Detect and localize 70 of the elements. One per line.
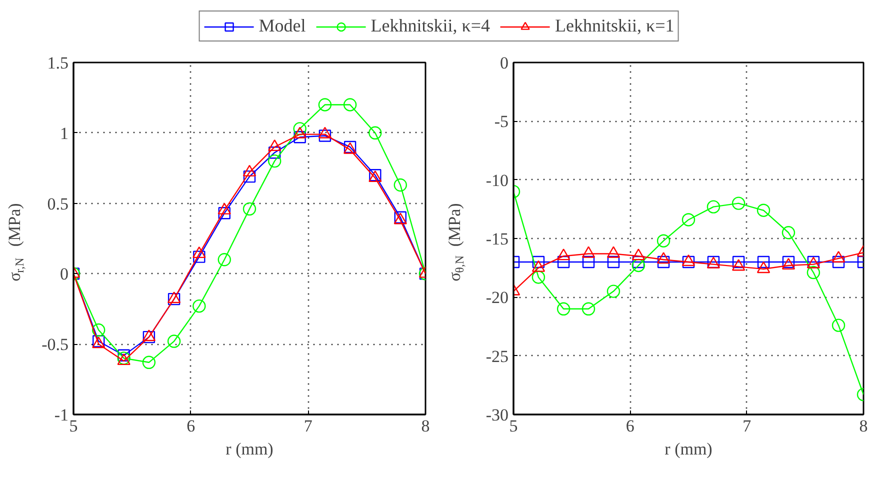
point (732, 196, 746, 210)
y-tick-label: -1 (54, 406, 69, 424)
x-tick-label: 7 (304, 416, 313, 436)
point (92, 323, 106, 337)
y-tick-label: -10 (486, 170, 509, 190)
point (218, 253, 231, 266)
point (318, 98, 332, 112)
point (582, 302, 596, 316)
y-tick-label: -0.5 (42, 335, 69, 354)
x-axis-title: r (mm) (226, 440, 274, 458)
x-tick-label: 8 (421, 416, 430, 436)
y-axis-title: σθ,N (MPa) (445, 203, 466, 282)
point (343, 98, 357, 112)
point (167, 334, 181, 348)
point (582, 256, 595, 268)
point (243, 170, 256, 183)
legend-label: Lekhnitskii, κ=1 (555, 16, 674, 36)
point (606, 284, 620, 298)
point (756, 204, 770, 217)
point (806, 266, 820, 280)
y-tick-label: -15 (486, 230, 509, 248)
point (657, 256, 670, 268)
x-tick-label: 7 (742, 416, 752, 436)
point (142, 356, 156, 369)
point (293, 122, 306, 136)
x-tick-label: 5 (509, 416, 518, 436)
point (268, 154, 282, 168)
point (218, 207, 230, 220)
x-tick-label: 5 (69, 416, 78, 436)
point (532, 256, 545, 268)
y-tick-label: -5 (494, 112, 509, 132)
point (268, 146, 281, 159)
x-tick-label: 8 (859, 416, 868, 436)
point (192, 299, 206, 313)
point (193, 250, 206, 263)
point (294, 131, 306, 144)
y-axis-title: σr,N (MPa) (5, 203, 26, 282)
point (757, 256, 770, 268)
y-tick-label: 1 (60, 124, 68, 143)
point (557, 256, 570, 268)
x-tick-label: 6 (186, 416, 196, 436)
point (632, 256, 645, 268)
point (832, 318, 846, 332)
y-tick-label: -25 (486, 346, 509, 366)
point (556, 302, 570, 316)
point (656, 234, 670, 248)
y-tick-label: 0 (60, 264, 68, 284)
x-tick-label: 6 (626, 416, 634, 436)
point (394, 178, 407, 192)
point (682, 213, 696, 226)
point (242, 202, 256, 216)
point (368, 126, 382, 140)
point (706, 200, 720, 214)
y-tick-label: -30 (486, 406, 509, 424)
y-tick-label: 0.5 (47, 194, 68, 214)
y-tick-label: -20 (486, 288, 509, 308)
legend-label: Lekhnitskii, κ=4 (370, 16, 490, 36)
x-axis-title: r (mm) (664, 440, 712, 458)
point (732, 256, 745, 268)
point (632, 258, 646, 272)
point (532, 270, 546, 284)
point (192, 246, 206, 258)
y-tick-label: 0 (500, 54, 508, 72)
point (782, 226, 796, 240)
point (607, 256, 620, 268)
point (318, 130, 332, 142)
point (832, 256, 845, 268)
y-tick-label: 1.5 (47, 54, 68, 72)
point (118, 349, 130, 362)
legend-label: Model (258, 16, 306, 36)
